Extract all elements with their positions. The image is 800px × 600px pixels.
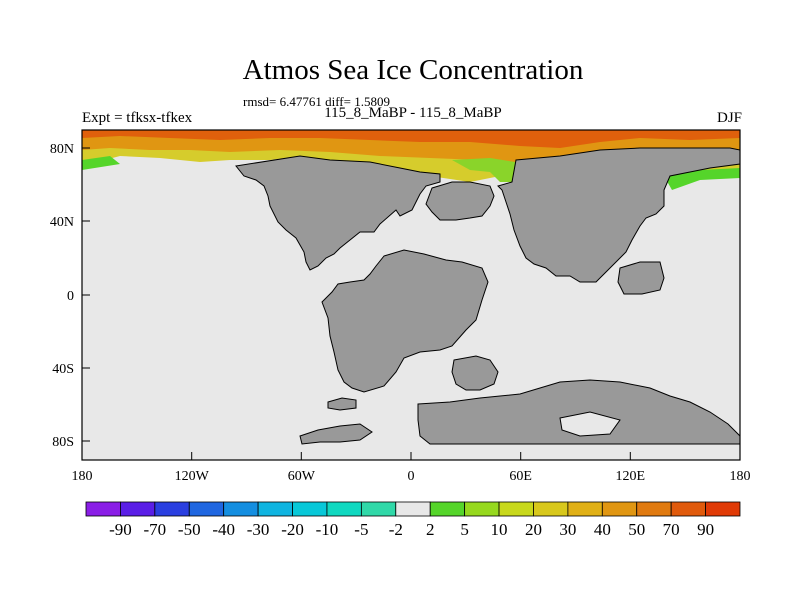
colorbar-label: 70 — [663, 520, 680, 539]
season-label: DJF — [716, 110, 742, 126]
x-tick-label: 60W — [288, 469, 316, 484]
land-eurasia-africa — [497, 147, 741, 283]
colorbar-swatch — [154, 501, 190, 517]
colorbar-swatch — [292, 501, 328, 517]
colorbar-label: -5 — [354, 520, 368, 539]
colorbar-swatch — [601, 501, 638, 517]
ice-band-red — [82, 130, 740, 148]
colorbar-label: 90 — [697, 520, 714, 539]
y-tick-label: 40S — [52, 362, 74, 377]
colorbar-swatch — [395, 501, 431, 517]
rmsd-diff-text: rmsd= 6.47761 diff= 1.5809 — [243, 94, 390, 109]
colorbar-swatch — [257, 501, 293, 517]
x-axis-labels: 180 120W 60W 0 60E 120E 180 — [72, 469, 751, 484]
colorbar-label: -30 — [247, 520, 270, 539]
y-axis-labels: 80N 40N 0 40S 80S — [50, 142, 74, 450]
land-africa-south — [451, 355, 499, 391]
colorbar-swatch — [636, 501, 672, 517]
colorbar-label: -40 — [212, 520, 235, 539]
colorbar-swatch — [188, 501, 225, 517]
colorbar-label: 30 — [559, 520, 576, 539]
colorbar-swatch — [670, 501, 706, 517]
map-panel: 180 120W 60W 0 60E 120E 180 80N 40N 0 40… — [50, 129, 751, 484]
colorbar-swatch — [326, 501, 362, 517]
x-tick-label: 180 — [72, 469, 93, 484]
colorbar-swatch — [567, 501, 603, 517]
colorbar-swatch — [705, 501, 741, 517]
y-tick-label: 80N — [50, 142, 74, 157]
ice-green-edge-3 — [82, 156, 120, 170]
axis-ticks — [81, 147, 741, 460]
antarctic-lake — [559, 411, 621, 437]
land-small-island — [327, 397, 357, 411]
y-tick-label: 80S — [52, 435, 74, 450]
x-tick-label: 120W — [175, 469, 210, 484]
land-antarctica-west — [299, 423, 373, 445]
colorbar-label: -70 — [144, 520, 167, 539]
colorbar-swatch — [120, 501, 156, 517]
x-tick-label: 180 — [730, 469, 751, 484]
colorbar-label: -50 — [178, 520, 201, 539]
colorbar-swatch — [85, 501, 121, 517]
colorbar: -90 -70 -50 -40 -30 -20 -10 -5 -2 2 5 10 20 30 40 50 70 9… — [85, 501, 741, 539]
land-europe — [425, 181, 495, 221]
x-tick-label: 60E — [509, 469, 532, 484]
colorbar-swatch — [429, 501, 466, 517]
colorbar-swatch — [533, 501, 569, 517]
colorbar-label: 5 — [460, 520, 469, 539]
continents — [235, 147, 741, 445]
colorbar-label: 50 — [628, 520, 645, 539]
map-title: Atmos Sea Ice Concentration — [242, 54, 584, 86]
land-south-america — [321, 249, 489, 393]
y-tick-label: 40N — [50, 215, 74, 230]
colorbar-swatch — [360, 501, 397, 517]
colorbar-label: -2 — [389, 520, 403, 539]
colorbar-label: -90 — [109, 520, 132, 539]
experiment-label: Expt = tfksx-tfkex — [82, 110, 193, 126]
colorbar-swatch — [464, 501, 500, 517]
colorbar-label: 2 — [426, 520, 435, 539]
colorbar-swatch — [223, 501, 259, 517]
colorbar-label: -20 — [281, 520, 304, 539]
case-label: 115_8_MaBP - 115_8_MaBP — [324, 105, 502, 121]
y-tick-label: 0 — [67, 289, 74, 304]
x-tick-label: 0 — [408, 469, 415, 484]
colorbar-label: 40 — [594, 520, 611, 539]
land-antarctica-east — [417, 379, 741, 445]
ice-green-edge-1 — [452, 158, 522, 182]
land-southeast-asia — [617, 261, 665, 295]
colorbar-swatch — [498, 501, 534, 517]
colorbar-label: -10 — [316, 520, 339, 539]
x-tick-label: 120E — [616, 469, 646, 484]
colorbar-label: 10 — [491, 520, 508, 539]
land-north-america — [235, 155, 441, 271]
colorbar-label: 20 — [525, 520, 542, 539]
